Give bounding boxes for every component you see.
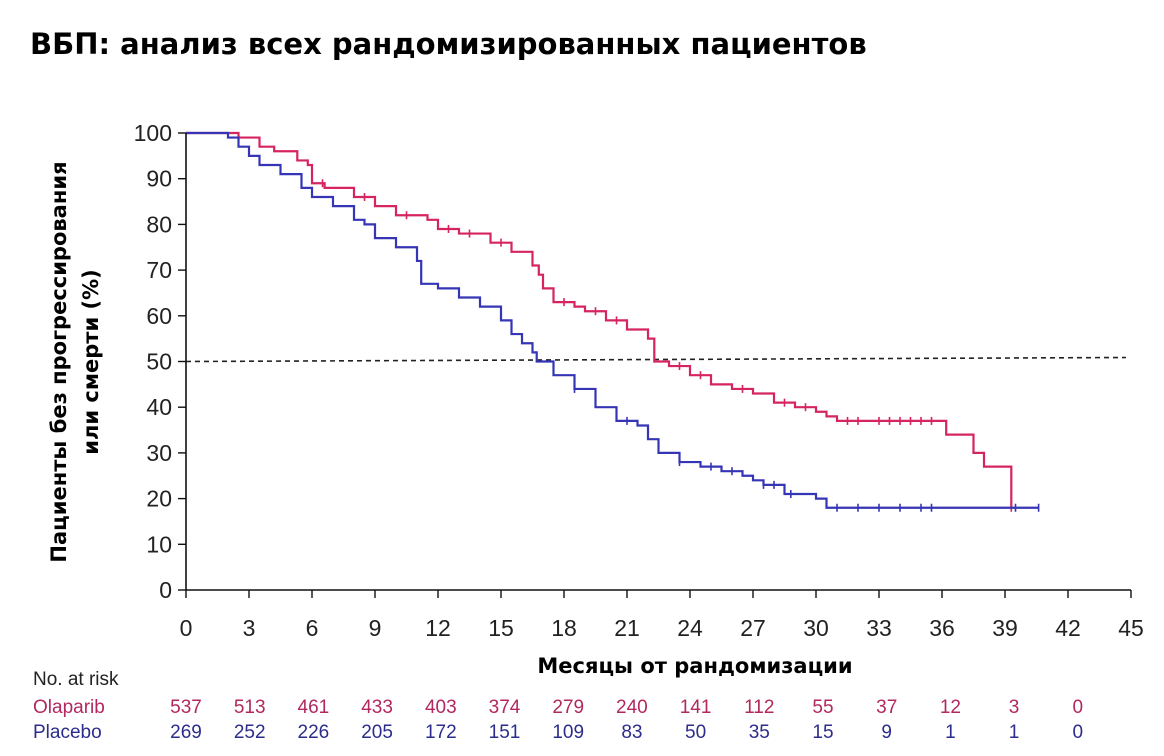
y-tick-label: 20: [146, 486, 172, 512]
x-tick-label: 15: [488, 615, 514, 641]
y-axis-label-line-2: или смерти (%): [79, 269, 103, 454]
x-tick-label: 6: [306, 615, 319, 641]
x-tick-label: 9: [369, 615, 382, 641]
risk-count-olaparib: 374: [489, 697, 521, 718]
x-tick-label: 30: [803, 615, 829, 641]
risk-table-header: No. at risk: [33, 669, 119, 690]
risk-count-olaparib: 279: [552, 697, 584, 718]
risk-count-placebo: 205: [361, 722, 393, 743]
risk-count-placebo: 9: [881, 722, 892, 743]
risk-count-placebo: 226: [298, 722, 330, 743]
risk-count-olaparib: 3: [1009, 697, 1020, 718]
x-tick-label: 0: [180, 615, 193, 641]
y-tick-label: 30: [146, 440, 172, 466]
x-tick-label: 12: [425, 615, 451, 641]
risk-count-olaparib: 55: [812, 697, 833, 718]
placebo-curve: [186, 131, 1039, 509]
x-tick-label: 33: [866, 615, 892, 641]
risk-count-olaparib: 433: [361, 697, 393, 718]
risk-count-placebo: 1: [945, 722, 956, 743]
risk-count-olaparib: 12: [940, 697, 961, 718]
x-axis-label: Месяцы от рандомизации: [537, 654, 852, 678]
x-tick-label: 42: [1055, 615, 1081, 641]
risk-table: Olaparib 537 513 461 433 403 374 279 240 141 112 55…: [33, 697, 1083, 743]
x-tick-labels: 0 3 6 9 12 15 18 21 24 27 30 33 36 39 42 45: [180, 615, 1144, 641]
risk-count-olaparib: 403: [425, 697, 457, 718]
risk-count-placebo: 252: [234, 722, 266, 743]
x-tick-label: 18: [551, 615, 577, 641]
x-tick-label: 39: [992, 615, 1018, 641]
y-tick-label: 90: [146, 166, 172, 192]
y-tick-label: 60: [146, 303, 172, 329]
risk-count-olaparib: 461: [298, 697, 330, 718]
risk-count-placebo: 35: [749, 722, 770, 743]
y-tick-label: 40: [146, 394, 172, 420]
y-tick-label: 10: [146, 531, 172, 557]
series-layer: [186, 131, 1040, 512]
axes: [178, 132, 1132, 598]
x-tick-label: 24: [677, 615, 703, 641]
x-tick-label: 21: [614, 615, 640, 641]
risk-count-olaparib: 141: [680, 697, 712, 718]
y-tick-label: 0: [159, 577, 172, 603]
median-reference-line: [185, 356, 1127, 363]
risk-count-placebo: 83: [621, 722, 642, 743]
risk-count-placebo: 0: [1073, 722, 1084, 743]
y-tick-label: 70: [146, 257, 172, 283]
risk-row-label-olaparib: Olaparib: [33, 697, 105, 718]
risk-count-placebo: 269: [170, 722, 202, 743]
risk-count-olaparib: 537: [170, 697, 202, 718]
y-tick-label: 80: [146, 211, 172, 237]
risk-count-olaparib: 513: [234, 697, 266, 718]
risk-count-placebo: 15: [812, 722, 833, 743]
risk-count-placebo: 109: [552, 722, 584, 743]
y-axis-label-line-1: Пациенты без прогрессирования: [47, 161, 71, 562]
risk-count-placebo: 1: [1009, 722, 1020, 743]
risk-count-olaparib: 112: [744, 697, 774, 718]
y-tick-label: 50: [146, 349, 172, 375]
risk-count-olaparib: 37: [876, 697, 897, 718]
x-tick-label: 45: [1118, 615, 1144, 641]
risk-count-placebo: 172: [425, 722, 457, 743]
x-tick-label: 3: [243, 615, 256, 641]
risk-count-olaparib: 240: [616, 697, 648, 718]
risk-count-placebo: 151: [489, 722, 521, 743]
olaparib-curve: [186, 131, 1013, 508]
risk-row-label-placebo: Placebo: [33, 722, 102, 743]
risk-count-olaparib: 0: [1073, 697, 1084, 718]
x-tick-label: 27: [740, 615, 766, 641]
y-tick-labels: 0 10 20 30 40 50 60 70 80 90 100: [134, 120, 172, 603]
reference-line-group: [185, 356, 1127, 363]
risk-count-placebo: 50: [685, 722, 706, 743]
chart-title: ВБП: анализ всех рандомизированных пацие…: [30, 27, 867, 61]
y-tick-label: 100: [134, 120, 172, 146]
x-tick-label: 36: [929, 615, 955, 641]
